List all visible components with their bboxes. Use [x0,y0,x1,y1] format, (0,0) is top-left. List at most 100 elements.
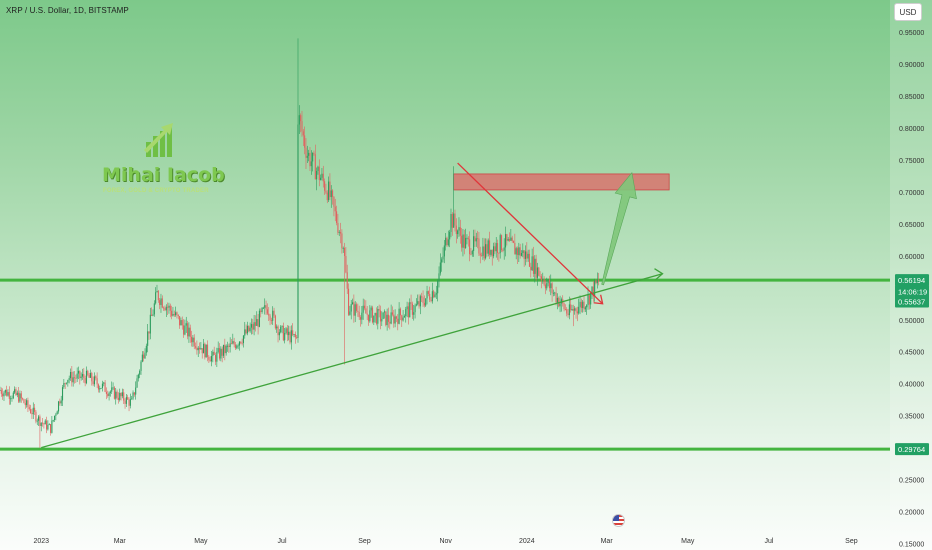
candle-body [75,377,77,379]
candle-body [583,301,585,310]
candle-body [261,307,263,312]
candle-body [399,308,401,316]
y-tick-label: 0.90000 [899,62,924,69]
candle-body [107,393,109,396]
candle-body [366,313,368,315]
candle-body [574,308,576,311]
candle-body [413,312,415,315]
candle-body [177,314,179,317]
candle-body [571,309,573,311]
candle-body [506,234,508,241]
candle-body [419,296,421,307]
candle-body [469,239,471,255]
candle-body [575,308,577,312]
candle-body [371,307,374,323]
candle-body [253,322,255,330]
candle-body [69,372,72,379]
candle-body [401,315,403,321]
candle-body [348,288,350,315]
candle-body [137,374,139,379]
candle-body [447,239,449,246]
candle-body [402,317,404,321]
candle-body [466,237,468,239]
candle-body [262,307,264,309]
candle-body [580,301,582,309]
candle-body [136,378,138,388]
candle-body [22,398,24,400]
candle-body [547,279,549,284]
candle-body [519,247,521,256]
candle-body [105,391,107,394]
candle-body [3,392,5,397]
candle-body [293,334,295,335]
candle-body [382,312,384,319]
candle-body [520,253,523,256]
candle-body [552,292,554,294]
candle-body [6,389,8,396]
candle-body [490,249,492,255]
candle-body [115,391,117,399]
candle-body [246,325,248,334]
candle-body [415,304,417,306]
candle-body [483,246,485,259]
candle-body [586,305,588,308]
candle-body [269,315,271,321]
candle-body [340,232,342,234]
candle-body [81,374,84,377]
candle-body [387,314,390,322]
candle-body [196,347,198,351]
candle-body [363,305,366,309]
candle-body [144,352,146,359]
candle-body [445,237,447,246]
candle-body [296,337,298,339]
candle-body [312,152,314,162]
candle-body [486,244,488,254]
candle-body [532,256,535,274]
candle-body [502,250,504,251]
candle-body [38,416,40,421]
candle-body [52,420,54,421]
candle-body [325,190,327,193]
candle-body [236,345,238,349]
candle-body [192,337,194,343]
candle-body [407,306,409,318]
candle-body [280,326,282,333]
candle-body [43,423,45,425]
candle-body [333,196,335,207]
y-tick-label: 0.70000 [899,190,924,197]
candle-body [595,280,597,284]
candle-body [20,393,22,399]
candle-body [530,266,532,271]
currency-button[interactable]: USD [894,3,922,21]
candle-body [213,351,215,355]
candle-body [224,344,226,354]
price-tag-label: 0.55637 [898,298,925,307]
candle-body [277,326,279,336]
candle-body [171,310,173,316]
candle-body [332,190,334,197]
candle-body [100,388,102,389]
candle-body [534,258,536,274]
candle-body [515,248,517,255]
candle-body [46,420,48,430]
candle-body [77,370,80,374]
y-tick-label: 0.25000 [899,478,924,485]
candle-body [285,328,287,333]
candle-body [226,345,229,347]
candle-body [124,400,126,404]
candle-body [270,320,272,322]
candle-body [336,211,338,223]
candle-body [374,312,376,316]
candle-body [475,238,477,242]
candle-body [248,325,250,332]
candle-body [527,253,529,259]
y-tick-label: 0.20000 [899,510,924,517]
candle-body [409,302,411,318]
candle-body [205,344,207,358]
y-tick-label: 0.75000 [899,158,924,165]
candle-body [411,303,413,315]
candle-body [218,348,221,359]
candle-body [292,330,294,335]
candle-body [443,245,445,257]
